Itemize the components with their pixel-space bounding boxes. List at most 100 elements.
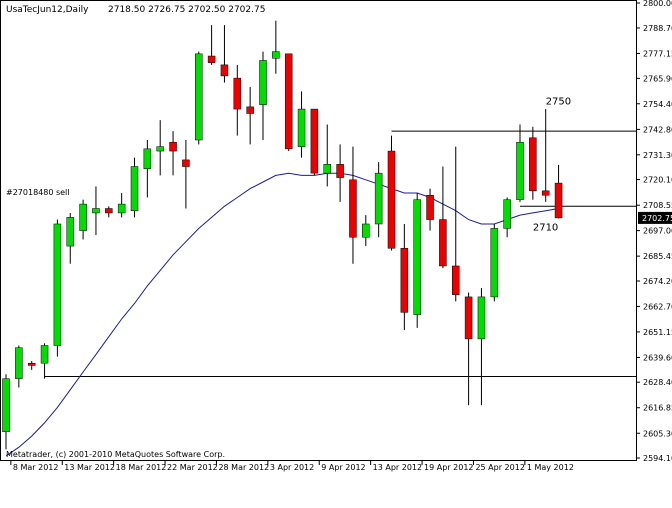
y-tick-label-1: 2788.70 xyxy=(643,24,672,33)
y-tick-label-7: 2720.10 xyxy=(643,176,672,185)
candle-36[interactable] xyxy=(464,292,473,406)
candle-31[interactable] xyxy=(400,223,409,331)
candle-13[interactable] xyxy=(169,131,177,176)
y-tick-label-12: 2662.70 xyxy=(643,302,672,311)
candle-body xyxy=(182,159,190,167)
candle-39[interactable] xyxy=(503,197,511,238)
candle-body xyxy=(362,223,370,238)
candle-28[interactable] xyxy=(362,215,370,247)
candle-body xyxy=(233,77,242,110)
candle-body xyxy=(323,164,331,174)
x-tick-label-2: 18 Mar 2012 xyxy=(116,463,167,472)
candle-body xyxy=(2,378,10,432)
moving-average-layer xyxy=(5,172,559,457)
candle-17[interactable] xyxy=(220,25,229,83)
candle-20[interactable] xyxy=(259,51,267,141)
candle-0[interactable] xyxy=(2,374,10,450)
candle-2[interactable] xyxy=(27,360,36,370)
candle-29[interactable] xyxy=(374,162,383,238)
y-tick-label-18: 2594.10 xyxy=(643,454,672,463)
candle-33[interactable] xyxy=(426,188,434,231)
candle-body xyxy=(477,296,486,340)
candles-layer xyxy=(2,20,563,450)
candle-16[interactable] xyxy=(207,25,216,65)
candle-37[interactable] xyxy=(477,288,486,406)
y-tick-label-4: 2754.40 xyxy=(643,100,672,109)
candle-body xyxy=(439,219,447,267)
price-marker-box xyxy=(638,211,672,224)
order-label: #27018480 sell xyxy=(6,188,70,197)
candle-10[interactable] xyxy=(130,157,139,218)
candle-19[interactable] xyxy=(246,86,254,145)
candle-18[interactable] xyxy=(233,64,242,136)
candle-body xyxy=(490,228,499,298)
candle-40[interactable] xyxy=(516,124,524,202)
current-price-marker: 2702.75 xyxy=(638,211,672,224)
chart-ohlc: 2718.50 2726.75 2702.50 2702.75 xyxy=(108,5,265,15)
candle-5[interactable] xyxy=(66,212,74,264)
candle-11[interactable] xyxy=(143,140,152,198)
candle-body xyxy=(117,203,126,214)
candle-body xyxy=(259,60,267,105)
candle-body xyxy=(27,362,36,366)
candle-body xyxy=(452,265,460,295)
candle-24[interactable] xyxy=(310,108,319,176)
candle-body xyxy=(426,195,434,220)
candle-body xyxy=(310,108,319,174)
candle-23[interactable] xyxy=(297,91,306,158)
candle-1[interactable] xyxy=(15,345,23,388)
candle-body xyxy=(374,172,383,225)
candle-43[interactable] xyxy=(554,164,563,219)
candle-4[interactable] xyxy=(53,219,62,357)
levels-layer: 2750 2710 xyxy=(44,97,636,377)
y-tick-label-0: 2800.00 xyxy=(643,0,672,8)
candle-41[interactable] xyxy=(529,126,537,200)
candle-15[interactable] xyxy=(195,51,203,145)
y-tick-label-11: 2674.20 xyxy=(643,277,672,286)
y-tick-label-14: 2639.60 xyxy=(643,353,672,362)
candle-34[interactable] xyxy=(439,166,447,269)
moving-average-line xyxy=(5,172,559,457)
candle-body xyxy=(130,166,139,211)
candle-14[interactable] xyxy=(182,140,190,209)
candle-35[interactable] xyxy=(452,146,460,302)
candle-8[interactable] xyxy=(105,206,113,218)
candle-26[interactable] xyxy=(336,144,344,202)
y-tick-label-6: 2731.30 xyxy=(643,151,672,160)
candle-body xyxy=(92,208,100,214)
candle-27[interactable] xyxy=(349,146,357,264)
candle-body xyxy=(554,182,563,219)
candle-7[interactable] xyxy=(92,186,100,236)
candle-9[interactable] xyxy=(117,193,126,218)
candle-3[interactable] xyxy=(40,343,49,379)
candle-25[interactable] xyxy=(323,124,331,187)
candle-body xyxy=(143,148,152,169)
y-tick-label-17: 2605.30 xyxy=(643,429,672,438)
candle-body xyxy=(169,141,177,152)
chart-symbol: UsaTecJun12,Daily xyxy=(6,5,89,15)
candle-42[interactable] xyxy=(541,109,550,202)
candle-30[interactable] xyxy=(387,135,396,251)
candle-32[interactable] xyxy=(413,193,421,328)
y-tick-label-2: 2777.15 xyxy=(643,49,672,58)
y-tick-label-10: 2685.45 xyxy=(643,252,672,261)
candle-body xyxy=(284,53,293,150)
y-tick-label-5: 2742.80 xyxy=(643,125,672,134)
x-tick-label-4: 28 Mar 2012 xyxy=(218,463,269,472)
candle-body xyxy=(40,345,49,364)
candle-38[interactable] xyxy=(490,223,499,302)
y-tick-label-15: 2628.40 xyxy=(643,378,672,387)
candle-body xyxy=(503,199,511,229)
y-tick-label-3: 2765.90 xyxy=(643,74,672,83)
candle-22[interactable] xyxy=(284,53,293,152)
copyright-footer: Metatrader, (c) 2001-2010 MetaQuotes Sof… xyxy=(6,450,225,459)
candle-12[interactable] xyxy=(156,120,164,176)
candle-body xyxy=(246,106,254,114)
x-tick-label-0: 8 Mar 2012 xyxy=(13,463,59,472)
candle-6[interactable] xyxy=(79,199,87,240)
candle-21[interactable] xyxy=(272,20,280,74)
price-axis: 2800.00 2788.70 2777.15 2765.90 2754.40 2742.… xyxy=(636,0,672,463)
candle-body xyxy=(105,208,113,214)
